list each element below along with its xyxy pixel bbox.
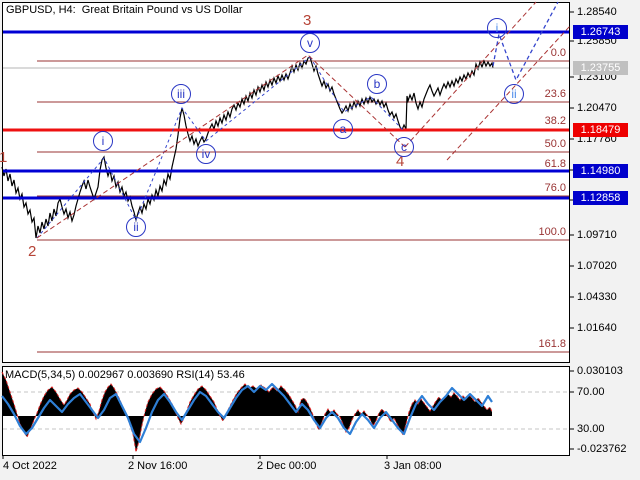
fib-level-label: 100.0 — [538, 226, 566, 238]
indicator-axis-tick: 0.030103 — [577, 365, 623, 377]
price-axis-tick: 1.07020 — [577, 260, 617, 272]
price-badge[interactable]: 1.23755 — [573, 61, 628, 75]
price-axis-tick: 1.04330 — [577, 291, 617, 303]
wave-number-1: 1 — [0, 149, 8, 166]
price-axis-tick: 1.09710 — [577, 229, 617, 241]
price-badge[interactable]: 1.14980 — [573, 164, 628, 178]
wave-circle-ii: ii — [504, 84, 524, 104]
wave-circle-i: i — [487, 18, 507, 38]
wave-circle-i: i — [93, 131, 113, 151]
indicator-axis-tick: 30.00 — [577, 423, 605, 435]
wave-number-4: 4 — [396, 153, 405, 170]
indicator-values-label: MACD(5,34,5) 0.002967 0.003690 RSI(14) 5… — [5, 369, 245, 381]
price-axis-tick: 1.20470 — [577, 102, 617, 114]
wave-circle-iv: iv — [196, 144, 216, 164]
chart-title: GBPUSD, H4: Great Britain Pound vs US Do… — [6, 4, 243, 16]
wave-circle-c: c — [394, 137, 414, 157]
price-badge[interactable]: 1.26743 — [573, 25, 628, 39]
wave-number-2: 2 — [28, 243, 37, 260]
fib-level-label: 23.6 — [544, 88, 566, 100]
price-badge[interactable]: 1.12858 — [573, 191, 628, 205]
wave-circle-a: a — [333, 119, 353, 139]
fib-level-label: 50.0 — [544, 138, 566, 150]
time-axis-label: 3 Jan 08:00 — [384, 460, 442, 472]
fib-level-label: 0.0 — [550, 47, 566, 59]
wave-circle-ii: ii — [126, 217, 146, 237]
indicator-axis-tick: 70.00 — [577, 386, 605, 398]
fib-level-label: 76.0 — [544, 182, 566, 194]
time-axis-label: 2 Dec 00:00 — [257, 460, 317, 472]
fib-level-label: 38.2 — [544, 115, 566, 127]
wave-number-3: 3 — [303, 12, 312, 29]
price-axis-tick: 1.28540 — [577, 6, 617, 18]
wave-circle-b: b — [367, 74, 387, 94]
time-axis-label: 2 Nov 16:00 — [128, 460, 188, 472]
fib-level-label: 161.8 — [538, 338, 566, 350]
wave-circle-v: v — [300, 33, 320, 53]
price-axis-tick: 1.01640 — [577, 322, 617, 334]
fib-level-label: 61.8 — [544, 158, 566, 170]
wave-circle-iii: iii — [171, 84, 191, 104]
time-axis-label: 4 Oct 2022 — [3, 460, 57, 472]
indicator-axis-tick: -0.023762 — [577, 443, 627, 455]
price-badge[interactable]: 1.18479 — [573, 123, 628, 137]
